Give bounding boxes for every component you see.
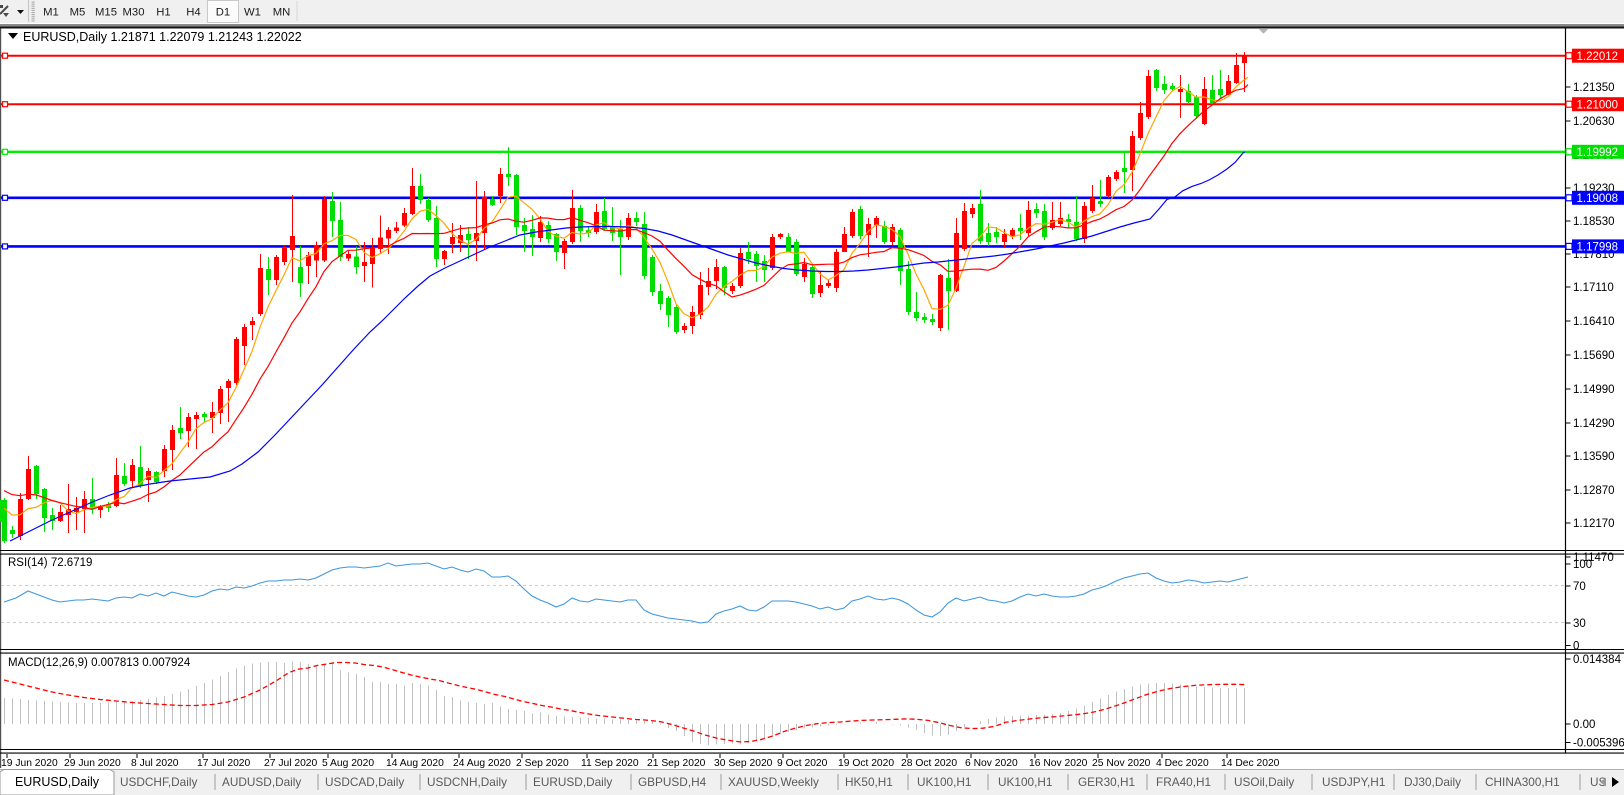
svg-text:FRA40,H1: FRA40,H1 — [1156, 775, 1211, 789]
svg-text:RSI(14) 72.6719: RSI(14) 72.6719 — [8, 557, 92, 569]
svg-text:GBPUSD,H4: GBPUSD,H4 — [638, 775, 707, 789]
svg-text:1.20630: 1.20630 — [1573, 116, 1615, 128]
svg-text:1.15690: 1.15690 — [1573, 350, 1615, 362]
svg-text:1.19008: 1.19008 — [1577, 193, 1619, 205]
svg-text:9 Oct 2020: 9 Oct 2020 — [777, 758, 828, 769]
svg-text:1.18530: 1.18530 — [1573, 216, 1615, 228]
svg-text:1.19992: 1.19992 — [1577, 147, 1619, 159]
svg-text:M30: M30 — [123, 7, 145, 19]
svg-text:EURUSD,Daily: EURUSD,Daily — [15, 775, 100, 789]
svg-text:USDCHF,Daily: USDCHF,Daily — [120, 775, 197, 789]
svg-text:USDJPY,H1: USDJPY,H1 — [1322, 775, 1385, 789]
svg-text:70: 70 — [1573, 581, 1586, 593]
svg-text:1.11470: 1.11470 — [1573, 552, 1614, 564]
svg-text:CHINA300,H1: CHINA300,H1 — [1485, 775, 1560, 789]
svg-text:24 Aug 2020: 24 Aug 2020 — [453, 758, 511, 769]
svg-text:M1: M1 — [43, 7, 59, 19]
svg-text:MACD(12,26,9) 0.007813 0.00792: MACD(12,26,9) 0.007813 0.007924 — [8, 657, 191, 669]
svg-text:1.12870: 1.12870 — [1573, 485, 1615, 497]
svg-text:19 Jun 2020: 19 Jun 2020 — [1, 758, 58, 769]
svg-text:M15: M15 — [95, 7, 117, 19]
svg-text:0.014384: 0.014384 — [1573, 654, 1622, 666]
svg-text:4 Dec 2020: 4 Dec 2020 — [1156, 758, 1209, 769]
svg-text:0: 0 — [1573, 641, 1579, 653]
svg-text:1.14290: 1.14290 — [1573, 418, 1615, 430]
svg-text:29 Jun 2020: 29 Jun 2020 — [64, 758, 121, 769]
svg-text:GER30,H1: GER30,H1 — [1078, 775, 1135, 789]
svg-text:1.17998: 1.17998 — [1577, 242, 1619, 254]
svg-text:1.21350: 1.21350 — [1573, 82, 1615, 94]
svg-text:HK50,H1: HK50,H1 — [845, 775, 893, 789]
svg-text:5 Aug 2020: 5 Aug 2020 — [322, 758, 374, 769]
svg-text:H4: H4 — [186, 7, 200, 19]
svg-text:16 Nov 2020: 16 Nov 2020 — [1029, 758, 1088, 769]
svg-text:UK100,H1: UK100,H1 — [998, 775, 1052, 789]
svg-text:USDCNH,Daily: USDCNH,Daily — [427, 775, 507, 789]
svg-text:8 Jul 2020: 8 Jul 2020 — [131, 758, 179, 769]
svg-text:14 Aug 2020: 14 Aug 2020 — [386, 758, 444, 769]
svg-text:1.13590: 1.13590 — [1573, 451, 1615, 463]
svg-text:M5: M5 — [70, 7, 86, 19]
svg-text:DJ30,Daily: DJ30,Daily — [1404, 775, 1461, 789]
svg-text:AUDUSD,Daily: AUDUSD,Daily — [222, 775, 301, 789]
svg-text:28 Oct 2020: 28 Oct 2020 — [901, 758, 957, 769]
svg-text:1.22012: 1.22012 — [1577, 51, 1619, 63]
svg-text:USOil,Daily: USOil,Daily — [1234, 775, 1294, 789]
svg-text:USDCAD,Daily: USDCAD,Daily — [325, 775, 404, 789]
svg-text:0.00: 0.00 — [1573, 719, 1595, 731]
svg-text:US: US — [1590, 775, 1607, 789]
svg-text:1.17110: 1.17110 — [1573, 282, 1614, 294]
svg-text:MN: MN — [273, 7, 291, 19]
svg-text:1.21000: 1.21000 — [1577, 99, 1619, 111]
svg-text:2 Sep 2020: 2 Sep 2020 — [516, 758, 569, 769]
svg-text:19 Oct 2020: 19 Oct 2020 — [838, 758, 894, 769]
svg-text:UK100,H1: UK100,H1 — [917, 775, 971, 789]
svg-text:6 Nov 2020: 6 Nov 2020 — [965, 758, 1018, 769]
svg-text:27 Jul 2020: 27 Jul 2020 — [264, 758, 318, 769]
svg-text:H1: H1 — [156, 7, 170, 19]
svg-text:21 Sep 2020: 21 Sep 2020 — [647, 758, 706, 769]
svg-text:EURUSD,Daily 1.21871 1.22079: EURUSD,Daily 1.21871 1.22079 1.21243 1.2… — [23, 30, 302, 44]
svg-text:1.14990: 1.14990 — [1573, 384, 1615, 396]
svg-text:30: 30 — [1573, 618, 1586, 630]
svg-text:100: 100 — [1573, 559, 1592, 571]
svg-text:-0.005396: -0.005396 — [1573, 738, 1624, 750]
svg-text:11 Sep 2020: 11 Sep 2020 — [581, 758, 639, 769]
svg-text:1.16410: 1.16410 — [1573, 316, 1615, 328]
svg-text:25 Nov 2020: 25 Nov 2020 — [1092, 758, 1151, 769]
svg-text:W1: W1 — [244, 7, 261, 19]
svg-text:EURUSD,Daily: EURUSD,Daily — [533, 775, 612, 789]
svg-text:XAUUSD,Weekly: XAUUSD,Weekly — [728, 775, 819, 789]
svg-text:1.12170: 1.12170 — [1573, 518, 1615, 530]
svg-text:30 Sep 2020: 30 Sep 2020 — [714, 758, 773, 769]
svg-text:14 Dec 2020: 14 Dec 2020 — [1221, 758, 1280, 769]
svg-text:17 Jul 2020: 17 Jul 2020 — [197, 758, 251, 769]
svg-text:D1: D1 — [216, 7, 230, 19]
